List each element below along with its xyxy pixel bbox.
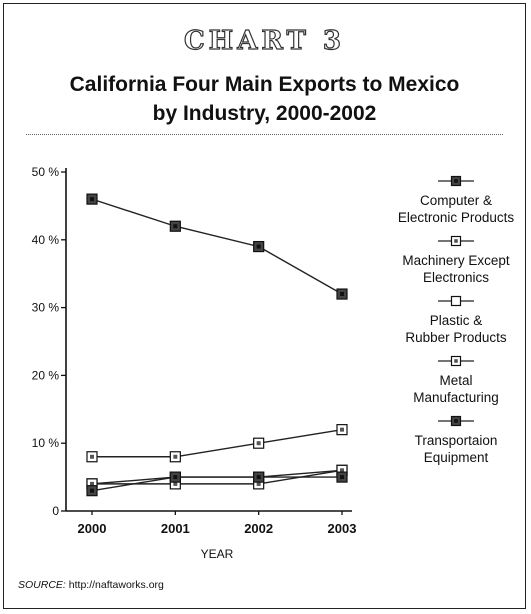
- source-note: SOURCE: http://naftaworks.org: [18, 579, 164, 591]
- data-point-marker: [253, 240, 265, 253]
- legend-label: Manufacturing: [413, 390, 499, 405]
- legend-swatch: [438, 415, 474, 427]
- x-tick-label: 2000: [78, 521, 107, 536]
- legend-label: Machinery Except: [402, 253, 510, 268]
- series-line: [91, 198, 343, 295]
- x-tick-label: 2002: [244, 521, 273, 536]
- chart-legend: Computer & Electronic Products Machinery E…: [382, 174, 530, 474]
- legend-label: Electronic Products: [397, 210, 515, 225]
- x-tick-label: 2001: [161, 521, 190, 536]
- legend-item: Metal Manufacturing: [382, 354, 530, 406]
- y-tick-label: 20 %: [32, 368, 60, 382]
- source-label: SOURCE:: [18, 579, 66, 591]
- data-point-marker: [336, 471, 348, 483]
- source-url: http://naftaworks.org: [68, 579, 164, 591]
- y-tick-label: 0: [52, 504, 59, 518]
- data-point-marker: [86, 451, 98, 463]
- legend-label: Equipment: [423, 450, 489, 465]
- series-line: [92, 428, 343, 458]
- legend-item: Plastic & Rubber Products: [382, 294, 530, 346]
- y-tick-label: 50 %: [32, 165, 60, 179]
- chart-frame: CHART 3 California Four Main Exports to …: [3, 3, 526, 609]
- line-chart: 0 10 % 20 % 30 % 40 % 50 % 2000 2001 2002 2003 YEA…: [32, 165, 357, 561]
- legend-label: Plastic &: [429, 313, 483, 328]
- y-tick-label: 30 %: [32, 301, 60, 315]
- chart-title-line2: by Industry, 2000-2002: [152, 102, 377, 125]
- legend-item: Computer & Electronic Products: [382, 174, 530, 226]
- legend-swatch: [438, 295, 474, 307]
- legend-label: Rubber Products: [405, 330, 507, 345]
- legend-swatch: [438, 175, 474, 187]
- data-point-marker: [86, 485, 98, 497]
- chart-number: CHART 3: [183, 25, 346, 56]
- legend-swatch-marker: [450, 355, 462, 367]
- y-tick-label: 40 %: [32, 233, 60, 247]
- x-tick-label: 2003: [328, 521, 357, 536]
- legend-swatch: [438, 235, 474, 247]
- legend-swatch-marker: [450, 175, 462, 187]
- x-axis-label: YEAR: [201, 547, 234, 561]
- data-point-marker: [253, 471, 265, 483]
- data-point-marker: [169, 471, 181, 483]
- title-divider: [26, 134, 503, 135]
- legend-label: Computer &: [419, 193, 493, 208]
- chart-title: California Four Main Exports to Mexico b…: [4, 70, 525, 128]
- y-tick-label: 10 %: [32, 436, 60, 450]
- data-point-marker: [169, 220, 181, 232]
- legend-swatch: [438, 355, 474, 367]
- legend-item: Machinery Except Electronics: [382, 234, 530, 286]
- chart-title-line1: California Four Main Exports to Mexico: [69, 73, 460, 96]
- legend-swatch-marker: [450, 415, 462, 427]
- legend-label: Electronics: [422, 270, 490, 285]
- data-point-marker: [86, 193, 98, 205]
- series-line: [91, 476, 342, 492]
- legend-label: Transportaion: [414, 433, 498, 448]
- data-point-marker: [336, 288, 348, 300]
- data-point-marker: [253, 437, 265, 449]
- data-point-marker: [336, 424, 348, 436]
- legend-item: Transportaion Equipment: [382, 414, 530, 466]
- legend-swatch-marker: [450, 235, 462, 247]
- data-point-marker: [169, 451, 181, 463]
- legend-swatch-marker: [450, 295, 462, 307]
- legend-label: Metal: [439, 373, 473, 388]
